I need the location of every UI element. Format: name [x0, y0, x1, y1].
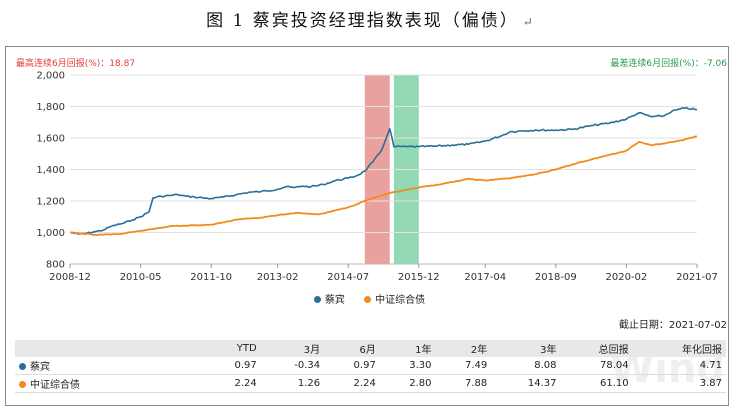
- cell-3m: 1.26: [260, 374, 325, 393]
- cell-6m: 0.97: [324, 357, 380, 375]
- cell-ytd: 0.97: [205, 357, 261, 375]
- legend-item-index: 中证综合债: [364, 291, 425, 306]
- x-tick-label: 2013-02: [257, 272, 299, 283]
- worst-six-month-label: 最差连续6月回报(%)：-7.06: [610, 59, 727, 69]
- x-tick-label: 2011-10: [190, 272, 232, 283]
- y-tick-label: 800: [46, 260, 65, 271]
- legend-marker-cai-bin: [313, 295, 321, 303]
- cell-1y: 3.30: [379, 357, 436, 375]
- legend-item-cai-bin: 蔡宾: [313, 291, 345, 306]
- table-header-name: [15, 340, 205, 357]
- series-line-cai-bin: [69, 106, 698, 235]
- title-text: 图 1 蔡宾投资经理指数表现（偏债）: [206, 11, 519, 31]
- x-tick-label: 2018-09: [535, 272, 577, 283]
- x-tick-label: 2020-02: [606, 272, 648, 283]
- cell-2y: 7.49: [435, 357, 492, 375]
- cell-3m: -0.34: [260, 357, 325, 375]
- chart-frame: [5, 46, 729, 406]
- x-tick-label: 2017-04: [464, 272, 506, 283]
- table-header-3y: 3年: [491, 340, 561, 357]
- cell-3y: 8.08: [491, 357, 561, 375]
- cell-total: 61.10: [560, 374, 633, 393]
- return-glyph: ↵: [522, 15, 533, 29]
- row-marker-cai-bin: [19, 362, 26, 370]
- cell-1y: 2.80: [379, 374, 436, 393]
- y-tick-label: 1,200: [36, 197, 65, 208]
- table-header-total: 总回报: [560, 340, 633, 357]
- row-label: 蔡宾: [30, 362, 50, 373]
- cell-annualized: 4.71: [632, 357, 726, 375]
- cell-ytd: 2.24: [205, 374, 261, 393]
- row-label: 中证综合债: [30, 380, 80, 391]
- table-header-3m: 3月: [260, 340, 325, 357]
- table-header-ytd: YTD: [205, 340, 261, 357]
- x-tick-label: 2015-12: [398, 272, 440, 283]
- x-tick-label: 2014-07: [327, 272, 369, 283]
- x-tick-label: 2021-07: [676, 272, 718, 283]
- y-tick-label: 2,000: [36, 71, 65, 82]
- cell-total: 78.04: [560, 357, 633, 375]
- table-header-1y: 1年: [379, 340, 436, 357]
- y-tick-label: 1,600: [36, 134, 65, 145]
- best-six-month-label: 最高连续6月回报(%)：18.87: [16, 59, 136, 69]
- cell-3y: 14.37: [491, 374, 561, 393]
- table-row: 蔡宾 0.97 -0.34 0.97 3.30 7.49 8.08 78.04 …: [15, 357, 726, 375]
- table-header-annualized: 年化回报: [632, 340, 726, 357]
- y-tick-label: 1,800: [36, 102, 65, 113]
- cell-6m: 2.24: [324, 374, 380, 393]
- y-tick-label: 1,400: [36, 165, 65, 176]
- series-line-index: [69, 135, 698, 237]
- page-title: 图 1 蔡宾投资经理指数表现（偏债） ↵: [0, 6, 739, 31]
- x-tick-label: 2010-05: [120, 272, 162, 283]
- as-of-date: 截止日期：2021-07-02: [618, 320, 727, 331]
- returns-table: YTD 3月 6月 1年 2年 3年 总回报 年化回报 蔡宾 0.97 -0.3…: [15, 340, 726, 393]
- table-header-2y: 2年: [435, 340, 492, 357]
- chart-legend: 蔡宾 中证综合债: [0, 291, 739, 306]
- legend-label-cai-bin: 蔡宾: [324, 295, 345, 306]
- table-row: 中证综合债 2.24 1.26 2.24 2.80 7.88 14.37 61.…: [15, 374, 726, 393]
- cell-2y: 7.88: [435, 374, 492, 393]
- cell-annualized: 3.87: [632, 374, 726, 393]
- legend-label-index: 中证综合债: [375, 295, 426, 306]
- x-tick-label: 2008-12: [49, 272, 91, 283]
- y-tick-label: 1,000: [36, 228, 65, 239]
- table-header-6m: 6月: [324, 340, 380, 357]
- row-name-index: 中证综合债: [15, 374, 205, 393]
- row-marker-index: [19, 380, 26, 388]
- legend-marker-index: [364, 295, 372, 303]
- table-header-row: YTD 3月 6月 1年 2年 3年 总回报 年化回报: [15, 340, 726, 357]
- row-name-cai-bin: 蔡宾: [15, 357, 205, 375]
